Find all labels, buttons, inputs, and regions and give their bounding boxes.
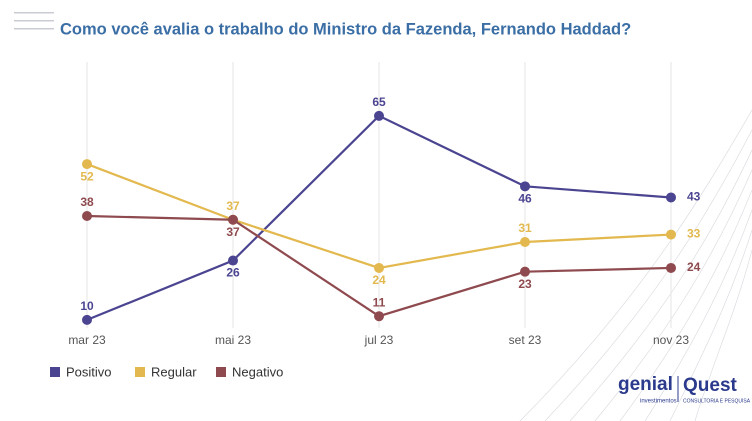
- x-tick-label: mar 23: [68, 333, 106, 347]
- logo-partner: Quest: [683, 375, 738, 396]
- legend-swatch: [216, 367, 226, 377]
- logo-partner-sub: CONSULTORIA E PESQUISA: [683, 398, 751, 404]
- data-label: 23: [518, 277, 532, 291]
- legend-swatch: [50, 367, 60, 377]
- data-label: 24: [687, 260, 701, 274]
- x-tick-label: set 23: [509, 333, 542, 347]
- legend-label: Regular: [151, 364, 197, 379]
- data-label: 37: [226, 225, 240, 239]
- data-label: 10: [80, 299, 94, 313]
- data-point: [82, 159, 92, 170]
- data-point: [374, 311, 384, 322]
- data-label: 46: [518, 192, 532, 206]
- data-point: [82, 211, 92, 222]
- data-point: [374, 110, 384, 121]
- data-point: [228, 255, 238, 266]
- legend-item: Regular: [135, 364, 197, 379]
- legend-swatch: [135, 367, 145, 377]
- data-point: [520, 266, 530, 277]
- legend-item: Positivo: [50, 364, 112, 379]
- data-label: 24: [372, 273, 386, 287]
- data-label: 33: [687, 227, 701, 241]
- data-point: [520, 236, 530, 247]
- data-label: 43: [687, 190, 701, 204]
- legend-label: Positivo: [66, 364, 112, 379]
- x-tick-label: mai 23: [215, 333, 251, 347]
- data-label: 52: [80, 169, 94, 183]
- data-label: 31: [518, 221, 532, 235]
- logo-brand: genial: [618, 374, 673, 395]
- decor-waves: [519, 109, 752, 421]
- data-label: 11: [373, 295, 386, 309]
- data-point: [520, 181, 530, 192]
- data-point: [374, 262, 384, 273]
- data-point: [666, 262, 676, 273]
- chart-title: Como você avalia o trabalho do Ministro …: [60, 20, 631, 38]
- data-point: [228, 214, 238, 225]
- data-point: [666, 229, 676, 240]
- x-tick-label: jul 23: [364, 333, 394, 347]
- legend-item: Negativo: [216, 364, 283, 379]
- data-label: 37: [226, 199, 240, 213]
- logo: genial investimentos Quest CONSULTORIA E…: [618, 374, 751, 405]
- data-label: 65: [372, 95, 386, 109]
- decor-dots: [14, 12, 54, 30]
- data-point: [666, 192, 676, 203]
- logo-sub: investimentos: [640, 399, 677, 405]
- x-tick-label: nov 23: [653, 333, 689, 347]
- legend-label: Negativo: [232, 364, 283, 379]
- data-point: [82, 314, 92, 325]
- data-label: 26: [226, 266, 240, 280]
- data-label: 38: [80, 195, 94, 209]
